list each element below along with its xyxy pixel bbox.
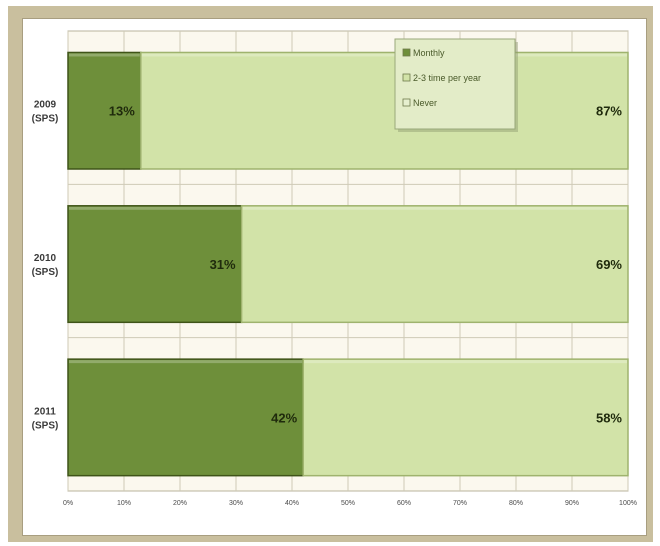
bar-2-3-time-per-year xyxy=(140,51,629,170)
bar-highlight xyxy=(304,360,627,364)
bar-2-3-time-per-year xyxy=(302,358,629,477)
bar-highlight xyxy=(69,360,303,364)
legend-swatch xyxy=(402,98,411,107)
bar-highlight xyxy=(69,206,241,210)
legend-label: Monthly xyxy=(413,48,445,58)
legend-swatch xyxy=(402,48,411,57)
chart-frame: 13% 87% 31% 69% 42% 58% 2009 (SPS) 2010 (SPS) 201… xyxy=(8,6,653,542)
data-label: 42% xyxy=(271,410,297,425)
data-label: 87% xyxy=(596,104,622,119)
x-tick-label: 0% xyxy=(63,500,73,507)
x-tick-label: 10% xyxy=(117,500,131,507)
data-label: 69% xyxy=(596,257,622,272)
bar-highlight xyxy=(69,53,140,57)
category-label: 2011 (SPS) xyxy=(32,406,59,431)
x-tick-label: 40% xyxy=(285,500,299,507)
data-label: 31% xyxy=(210,257,236,272)
chart-panel: 13% 87% 31% 69% 42% 58% 2009 (SPS) 2010 (SPS) 201… xyxy=(22,18,647,536)
data-label: 13% xyxy=(109,104,135,119)
x-tick-label: 70% xyxy=(453,500,467,507)
x-tick-label: 50% xyxy=(341,500,355,507)
x-tick-label: 20% xyxy=(173,500,187,507)
bar-2-3-time-per-year xyxy=(240,205,629,324)
x-tick-label: 60% xyxy=(397,500,411,507)
x-tick-label: 100% xyxy=(619,500,637,507)
legend-box xyxy=(394,38,516,130)
legend-label: 2-3 time per year xyxy=(413,73,481,83)
x-tick-label: 30% xyxy=(229,500,243,507)
bar-monthly xyxy=(67,205,243,324)
bar-monthly xyxy=(67,358,304,477)
bar-monthly xyxy=(67,51,142,170)
legend-swatch xyxy=(402,73,411,82)
bar-chart: 13% 87% 31% 69% 42% 58% 2009 (SPS) 2010 (SPS) 201… xyxy=(32,30,637,507)
data-label: 58% xyxy=(596,410,622,425)
category-label: 2009 (SPS) xyxy=(32,100,59,125)
bar-highlight xyxy=(242,206,627,210)
legend-label: Never xyxy=(413,98,437,108)
x-tick-label: 80% xyxy=(509,500,523,507)
bar-highlight xyxy=(141,53,628,57)
category-label: 2010 (SPS) xyxy=(32,253,59,278)
x-tick-label: 90% xyxy=(565,500,579,507)
